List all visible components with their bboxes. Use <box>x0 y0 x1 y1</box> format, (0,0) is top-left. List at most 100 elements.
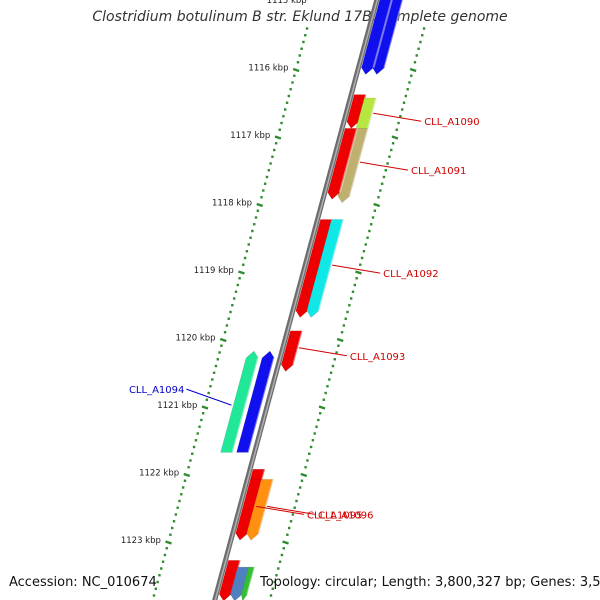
scale-tick-minor <box>161 560 165 563</box>
label-leader <box>255 505 305 515</box>
scale-tick-major <box>256 202 264 208</box>
scale-label: 1121 kbp <box>157 401 197 411</box>
scale-tick-major <box>409 67 417 73</box>
scale-label: 1115 kbp <box>267 0 307 6</box>
scale-tick-minor <box>289 88 292 91</box>
gene-arrow <box>220 350 259 453</box>
scale-tick-minor <box>282 547 285 550</box>
scale-tick-minor <box>306 459 309 462</box>
scale-tick-minor <box>242 263 245 266</box>
scale-tick-minor <box>422 27 426 30</box>
scale-label: 1122 kbp <box>139 469 179 479</box>
gene-highlight <box>292 330 304 365</box>
scale-tick-minor <box>313 432 316 435</box>
scale-tick-minor <box>333 358 336 361</box>
scale-tick-minor <box>152 594 156 597</box>
gene-highlight <box>383 0 404 68</box>
gene-label: CLL_A1091 <box>411 166 466 177</box>
scale-tick-major <box>391 135 399 140</box>
scale-tick-minor <box>283 108 287 111</box>
gene-label: CLL_A1090 <box>424 117 479 128</box>
scale-tick-minor <box>163 553 167 557</box>
scale-tick-minor <box>187 466 190 469</box>
scale-tick-minor <box>227 317 230 320</box>
scale-tick-minor <box>300 47 303 50</box>
scale-tick-minor <box>293 74 296 77</box>
gene-arrow <box>295 219 333 318</box>
gene-highlight <box>367 97 378 129</box>
scale-tick-minor <box>382 175 386 179</box>
scale-tick-minor <box>317 418 320 422</box>
scale-tick-minor <box>399 115 402 118</box>
gene-highlight <box>257 479 275 534</box>
scale-tick-minor <box>165 547 168 550</box>
scale-tick-minor <box>324 391 327 395</box>
scale-tick-minor <box>410 74 413 77</box>
scale-tick-minor <box>220 344 223 347</box>
label-leader <box>266 505 316 515</box>
scale-tick-minor <box>293 506 296 509</box>
scale-tick-minor <box>183 479 187 482</box>
scale-tick-minor <box>198 425 201 428</box>
gene-arrow <box>236 350 275 453</box>
gene-highlight <box>317 219 345 311</box>
scale-tick-minor <box>344 317 347 320</box>
scale-tick-minor <box>296 61 300 64</box>
scale-tick-minor <box>421 34 424 37</box>
scale-tick-minor <box>154 587 157 590</box>
scale-tick-minor <box>377 196 380 199</box>
scale-tick-minor <box>274 142 278 145</box>
label-leader <box>298 347 347 357</box>
scale-tick-minor <box>305 27 309 30</box>
scale-tick-minor <box>201 412 205 415</box>
gene-arrow <box>327 128 358 200</box>
scale-tick-minor <box>278 128 281 131</box>
scale-tick-minor <box>400 108 404 111</box>
scale-tick-minor <box>395 128 398 131</box>
scale-tick-minor <box>275 574 278 577</box>
scale-tick-minor <box>262 189 265 192</box>
gene-highlight <box>246 566 256 595</box>
scale-tick-minor <box>273 580 276 584</box>
scale-tick-minor <box>291 81 294 84</box>
scale-tick-minor <box>269 162 272 165</box>
scale-tick-minor <box>311 439 315 442</box>
scale-tick-minor <box>366 236 369 239</box>
scale-tick-minor <box>181 486 185 489</box>
scale-tick-minor <box>260 196 263 199</box>
label-leader <box>332 264 381 274</box>
scale-label: 1119 kbp <box>194 266 234 276</box>
scale-tick-minor <box>337 344 340 347</box>
scale-tick-minor <box>247 243 250 246</box>
scale-tick-minor <box>391 142 395 145</box>
scale-tick-minor <box>404 94 408 98</box>
gene-arrow <box>230 566 251 600</box>
scale-tick-minor <box>286 533 289 536</box>
scale-tick-minor <box>291 513 295 516</box>
scale-tick-major <box>300 472 308 478</box>
scale-tick-minor <box>265 175 269 179</box>
scale-tick-major <box>219 337 227 343</box>
scale-tick-minor <box>205 398 209 401</box>
scale-tick-major <box>373 202 381 208</box>
scale-tick-minor <box>309 445 313 449</box>
scale-tick-minor <box>273 148 276 152</box>
scale-tick-minor <box>346 310 349 314</box>
scale-tick-minor <box>388 155 391 158</box>
scale-tick-minor <box>318 412 322 415</box>
scale-tick-minor <box>232 297 236 300</box>
scale-tick-minor <box>370 223 373 226</box>
gene-arrow <box>246 479 274 541</box>
scale-label: 1123 kbp <box>121 536 161 546</box>
scale-tick-minor <box>191 452 194 455</box>
scale-tick-minor <box>251 229 254 233</box>
gene-highlight <box>338 128 359 193</box>
scale-tick-minor <box>342 324 346 327</box>
scale-tick-minor <box>256 209 260 212</box>
gene-label: CLL_A1092 <box>383 269 438 280</box>
scale-tick-minor <box>364 243 367 246</box>
scale-tick-minor <box>174 513 178 516</box>
scale-tick-minor <box>295 499 298 503</box>
label-leader <box>359 161 409 171</box>
